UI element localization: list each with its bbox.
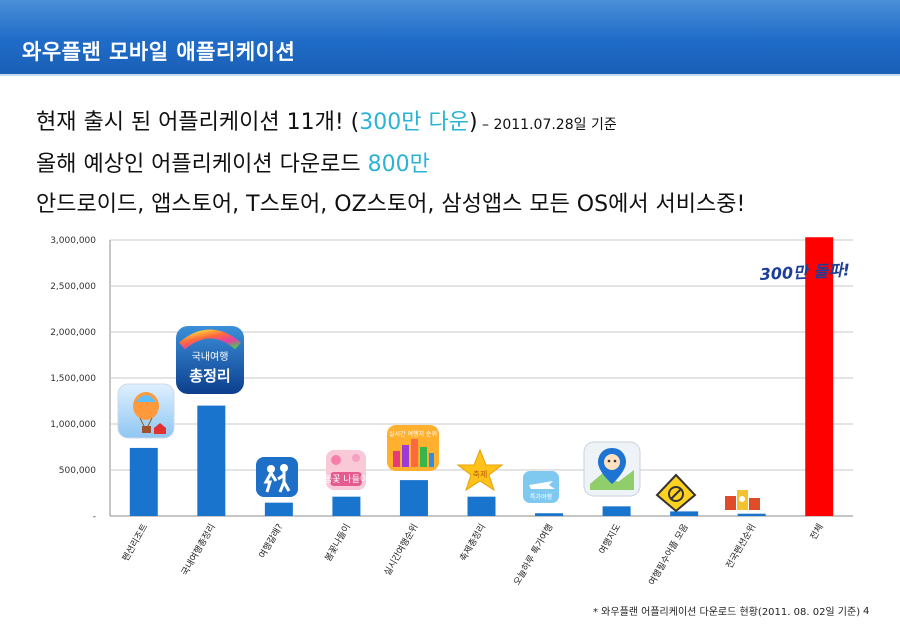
x-axis-labels: 펜션리조트 국내여행총정리 여행갈래? 봄꽃나들이 실시간여행순위 축제총정리 오늘하루 특… [120,521,826,587]
y-axis-ticks: 3,000,000 2,500,000 2,000,000 1,500,000 1,00… [50,236,96,522]
headline-expected-text: 올해 예상인 어플리케이션 다운로드 [36,152,368,177]
headline-date-note: – 2011.07.28일 기준 [477,117,617,133]
bar [197,405,226,516]
special-deal-app-icon: 특가여행 [523,471,559,503]
y-tick-label: 500,000 [59,466,96,476]
headline-current-apps-text: 현재 출시 된 어플리케이션 11개! ( [36,110,360,135]
x-tick-label: 여행갈래? [256,521,285,560]
domestic-travel-icon-label: 국내여행 [192,351,229,363]
y-tick-label: 3,000,000 [50,236,96,246]
bar [332,496,361,516]
headline-expected-downloads: 올해 예상인 어플리케이션 다운로드 800만 [36,146,430,178]
x-tick-label: 오늘하루 특가여행 [511,522,556,588]
bar [535,513,564,516]
y-tick-label: 2,000,000 [50,328,96,338]
bar [602,506,631,516]
bar-total [805,237,834,517]
bar [737,513,766,516]
domestic-travel-app-icon: 국내여행 총정리 [176,326,244,394]
travel-essentials-app-icon [655,473,697,513]
realtime-ranking-icon-label: 실시간 여행지 순위 [389,430,437,438]
pension-app-icon [117,383,175,439]
y-tick-label: - [93,512,96,522]
bar [129,447,158,516]
bar [670,511,699,516]
festival-app-icon: 축제 [456,448,504,492]
slide-title: 와우플랜 모바일 애플리케이션 [22,40,296,64]
x-tick-label: 축제총정리 [458,522,488,563]
spring-flowers-icon-label: 봄꽃 나들이 [324,474,368,485]
y-tick-label: 1,500,000 [50,374,96,384]
festival-icon-label: 축제 [473,470,488,479]
x-tick-label: 봄꽃나들이 [323,522,353,563]
spring-flowers-app-icon: 봄꽃 나들이 [324,450,368,490]
x-tick-label: 여행필수어플 모음 [646,522,691,588]
headline-expected-count: 800만 [367,152,430,177]
pension-ranking-app-icon [725,490,760,510]
chart-annotation: 300만 돌파! [759,260,850,284]
footnote: * 와우플랜 어플리케이션 다운로드 현황(2011. 08. 02일 기준) [593,607,861,618]
headline-current-apps: 현재 출시 된 어플리케이션 11개! (300만 다운) – 2011.07.… [36,104,617,136]
bar [264,502,293,516]
headline-close-paren: ) [468,110,478,135]
headline-platforms: 안드로이드, 앱스토어, T스토어, OZ스토어, 삼성앱스 모든 OS에서 서… [36,192,746,217]
x-tick-label: 펜션리조트 [120,522,150,563]
headline-download-count: 300만 다운 [359,110,469,135]
download-bar-chart: 3,000,000 2,500,000 2,000,000 1,500,000 1,00… [50,236,853,587]
bar [399,480,428,516]
domestic-travel-icon-title: 총정리 [189,367,230,385]
bar [467,496,496,516]
x-tick-label: 국내여행총정리 [179,522,218,578]
page-number: 4 [863,606,870,617]
x-tick-label: 실시간여행순위 [381,522,420,578]
x-tick-label: 전체 [808,522,826,542]
bars [129,237,834,517]
y-tick-label: 1,000,000 [50,420,96,430]
y-tick-label: 2,500,000 [50,282,96,292]
realtime-ranking-app-icon: 실시간 여행지 순위 [387,425,439,471]
special-deal-icon-label: 특가여행 [530,493,552,501]
x-tick-label: 여행지도 [596,522,623,557]
travel-map-app-icon [583,441,641,497]
x-tick-label: 전국펜션순위 [724,522,758,571]
title-bar: 와우플랜 모바일 애플리케이션 [0,0,900,76]
shall-we-travel-app-icon [256,457,298,497]
